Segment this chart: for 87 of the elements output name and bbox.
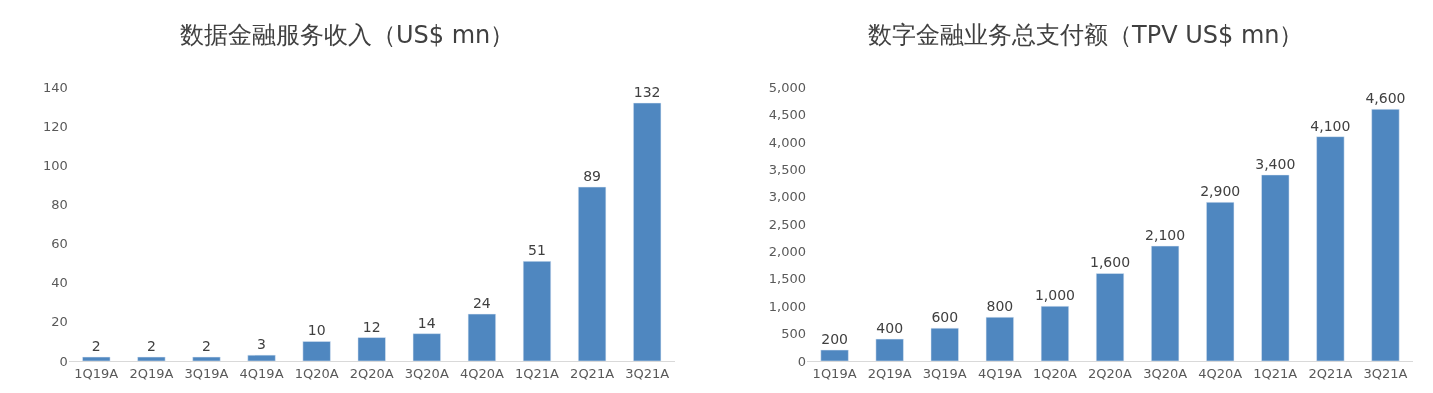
data-label: 1,000: [1034, 287, 1075, 304]
y-tick-label: 140: [42, 79, 68, 95]
data-label: 89: [583, 168, 601, 185]
data-label: 2,900: [1200, 183, 1241, 200]
data-label: 51: [528, 242, 546, 259]
y-tick-label: 3,500: [768, 162, 807, 178]
bar: [412, 333, 441, 361]
chart-title: 数据金融服务收入（US$ mn）: [180, 21, 515, 49]
y-tick-label: 60: [51, 236, 68, 252]
y-tick-label: 2,500: [768, 216, 807, 232]
x-tick-label: 2Q19A: [129, 365, 174, 381]
y-tick-label: 120: [42, 119, 68, 135]
data-label: 1,600: [1089, 254, 1131, 271]
data-label: 2: [202, 338, 211, 355]
bar: [985, 316, 1014, 361]
bar: [1371, 109, 1400, 361]
bar: [247, 354, 276, 361]
bar: [1040, 306, 1069, 361]
chart-title: 数字金融业务总支付额（TPV US$ mn）: [868, 21, 1304, 49]
x-tick-label: 3Q21A: [1363, 365, 1408, 381]
y-tick-label: 500: [781, 326, 807, 342]
bar: [137, 356, 166, 361]
bar: [1261, 174, 1290, 361]
y-tick-label: 1,000: [768, 298, 807, 314]
x-tick-label: 2Q20A: [349, 365, 394, 381]
bar: [930, 327, 959, 361]
data-label: 10: [307, 322, 326, 339]
x-tick-label: 2Q21A: [1308, 365, 1353, 381]
bar: [522, 261, 552, 361]
y-tick-label: 5,000: [768, 79, 807, 95]
x-tick-label: 2Q21A: [570, 365, 615, 381]
x-tick-label: 1Q19A: [812, 365, 857, 381]
y-tick-label: 2,000: [768, 244, 807, 260]
data-label: 2: [91, 338, 101, 355]
data-label: 600: [931, 309, 959, 326]
bar: [1316, 136, 1345, 361]
data-label: 800: [986, 298, 1014, 315]
y-tick-label: 0: [59, 353, 68, 369]
y-tick-label: 4,000: [768, 134, 807, 150]
y-tick-label: 20: [51, 314, 68, 330]
bar: [820, 349, 849, 361]
x-tick-label: 3Q20A: [1143, 365, 1188, 381]
bar: [357, 337, 386, 361]
x-tick-label: 3Q20A: [404, 365, 449, 381]
x-tick-label: 3Q21A: [625, 365, 670, 381]
bar: [82, 356, 111, 361]
y-tick-label: 4,500: [768, 107, 807, 123]
bar: [1151, 245, 1180, 361]
data-label: 3,400: [1255, 155, 1296, 172]
bar: [578, 186, 607, 361]
y-tick-label: 40: [51, 275, 68, 291]
data-label: 400: [876, 320, 904, 337]
bar: [192, 356, 221, 361]
y-tick-label: 100: [42, 158, 68, 174]
data-label: 24: [472, 295, 491, 312]
x-tick-label: 1Q20A: [294, 365, 339, 381]
bar: [302, 341, 331, 361]
bar: [875, 338, 904, 361]
x-tick-label: 2Q19A: [867, 365, 912, 381]
data-label: 4,600: [1365, 90, 1406, 107]
x-tick-label: 1Q21A: [1253, 365, 1298, 381]
x-tick-label: 1Q21A: [515, 365, 560, 381]
data-label: 200: [821, 331, 848, 348]
bar: [467, 313, 496, 361]
data-label: 3: [257, 336, 267, 353]
x-tick-label: 3Q19A: [922, 365, 967, 381]
x-tick-label: 4Q20A: [459, 365, 504, 381]
bar: [1206, 202, 1235, 361]
data-label: 12: [362, 318, 381, 335]
data-label: 132: [633, 84, 661, 101]
x-tick-label: 4Q19A: [239, 365, 284, 381]
x-tick-label: 4Q19A: [977, 365, 1022, 381]
bar: [1096, 273, 1125, 361]
y-tick-label: 1,500: [768, 271, 807, 287]
data-label: 14: [417, 314, 436, 331]
y-tick-label: 80: [51, 197, 68, 213]
x-tick-label: 1Q19A: [74, 365, 119, 381]
y-tick-label: 0: [797, 353, 807, 369]
data-label: 2,100: [1145, 227, 1186, 244]
x-tick-label: 2Q20A: [1088, 365, 1133, 381]
bar: [633, 102, 662, 361]
data-label: 4,100: [1310, 117, 1351, 134]
x-tick-label: 4Q20A: [1198, 365, 1243, 381]
x-tick-label: 3Q19A: [184, 365, 229, 381]
data-label: 2: [146, 338, 156, 355]
y-tick-label: 3,000: [768, 189, 807, 205]
x-tick-label: 1Q20A: [1032, 365, 1077, 381]
